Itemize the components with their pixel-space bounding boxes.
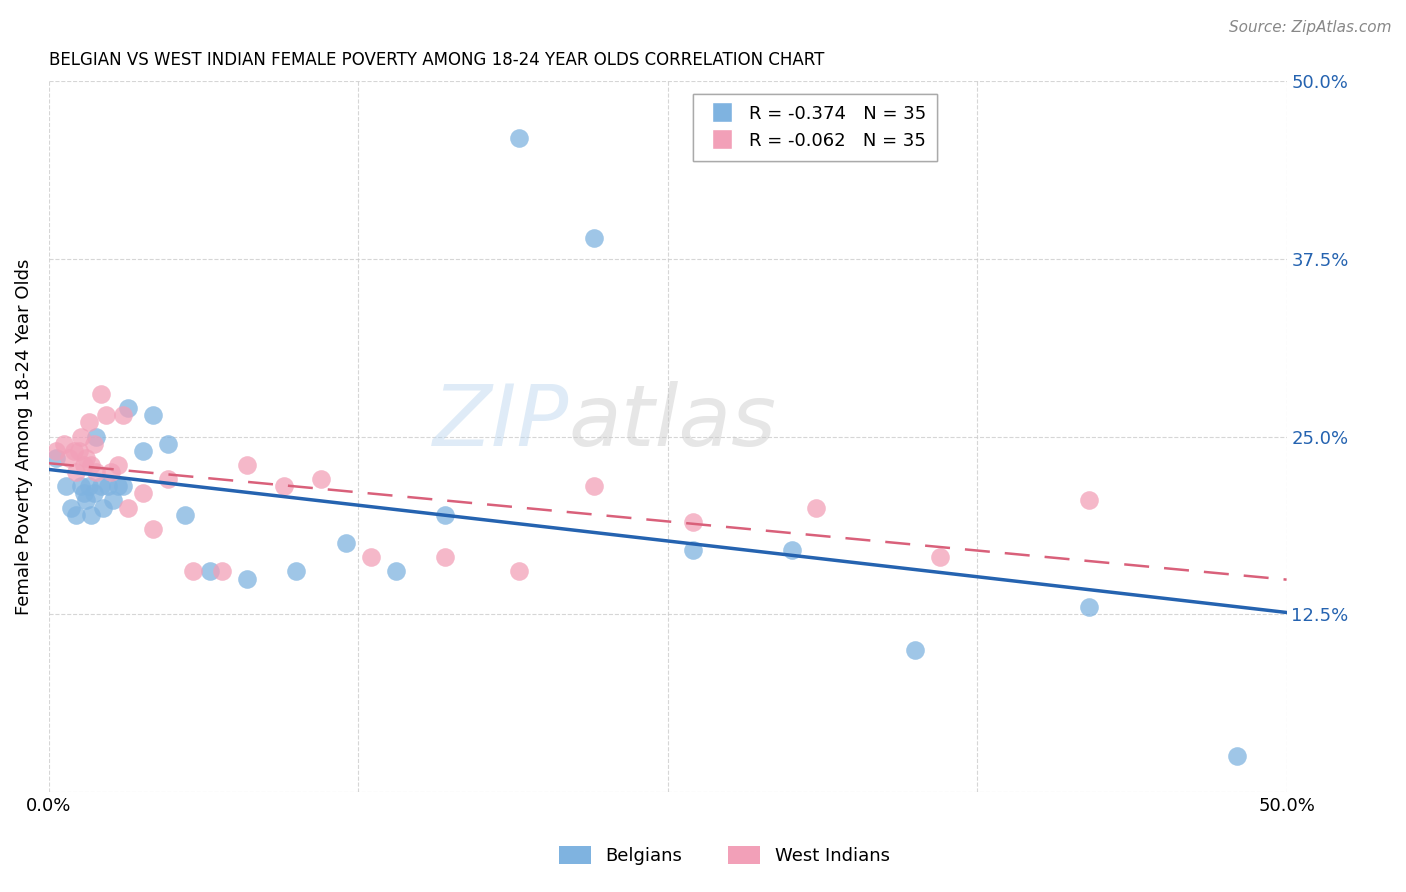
Point: [103, 493, 125, 508]
Point: [211, 565, 233, 579]
Point: [156, 472, 179, 486]
Point: [65, 508, 87, 522]
Point: [52, 436, 75, 450]
Point: [75, 493, 97, 508]
Point: [434, 508, 457, 522]
Point: [117, 401, 139, 416]
Point: [780, 543, 803, 558]
Point: [682, 543, 704, 558]
Point: [236, 458, 259, 472]
Point: [142, 522, 165, 536]
Point: [90, 387, 112, 401]
Text: Source: ZipAtlas.com: Source: ZipAtlas.com: [1229, 20, 1392, 35]
Legend: R = -0.374   N = 35, R = -0.062   N = 35: R = -0.374 N = 35, R = -0.062 N = 35: [693, 94, 938, 161]
Point: [107, 458, 129, 472]
Point: [335, 536, 357, 550]
Point: [83, 436, 105, 450]
Y-axis label: Female Poverty Among 18-24 Year Olds: Female Poverty Among 18-24 Year Olds: [15, 259, 32, 615]
Point: [112, 408, 135, 422]
Point: [198, 565, 221, 579]
Point: [80, 508, 103, 522]
Point: [384, 565, 406, 579]
Point: [117, 500, 139, 515]
Point: [72, 458, 94, 472]
Point: [156, 436, 179, 450]
Point: [806, 500, 828, 515]
Point: [55, 479, 77, 493]
Point: [273, 479, 295, 493]
Text: ZIP: ZIP: [433, 381, 569, 464]
Point: [93, 500, 115, 515]
Point: [582, 479, 605, 493]
Point: [1077, 600, 1099, 615]
Point: [682, 515, 704, 529]
Point: [65, 465, 87, 479]
Point: [62, 443, 84, 458]
Point: [582, 230, 605, 244]
Point: [508, 565, 530, 579]
Point: [97, 479, 120, 493]
Point: [70, 429, 93, 443]
Point: [142, 408, 165, 422]
Point: [236, 572, 259, 586]
Point: [1077, 493, 1099, 508]
Point: [80, 458, 103, 472]
Point: [112, 479, 135, 493]
Point: [75, 450, 97, 465]
Point: [70, 479, 93, 493]
Point: [309, 472, 332, 486]
Point: [77, 479, 100, 493]
Point: [72, 486, 94, 500]
Point: [929, 550, 952, 565]
Point: [84, 429, 107, 443]
Point: [83, 486, 105, 500]
Point: [45, 443, 67, 458]
Point: [67, 443, 90, 458]
Point: [904, 642, 927, 657]
Point: [132, 486, 155, 500]
Point: [90, 479, 112, 493]
Legend: Belgians, West Indians: Belgians, West Indians: [551, 839, 897, 872]
Point: [132, 443, 155, 458]
Point: [77, 415, 100, 429]
Point: [100, 465, 122, 479]
Point: [1226, 749, 1249, 764]
Point: [60, 500, 83, 515]
Text: BELGIAN VS WEST INDIAN FEMALE POVERTY AMONG 18-24 YEAR OLDS CORRELATION CHART: BELGIAN VS WEST INDIAN FEMALE POVERTY AM…: [49, 51, 824, 69]
Point: [434, 550, 457, 565]
Text: atlas: atlas: [569, 381, 776, 464]
Point: [285, 565, 308, 579]
Point: [45, 450, 67, 465]
Point: [181, 565, 204, 579]
Point: [174, 508, 197, 522]
Point: [94, 408, 117, 422]
Point: [508, 131, 530, 145]
Point: [58, 450, 80, 465]
Point: [107, 479, 129, 493]
Point: [360, 550, 382, 565]
Point: [84, 465, 107, 479]
